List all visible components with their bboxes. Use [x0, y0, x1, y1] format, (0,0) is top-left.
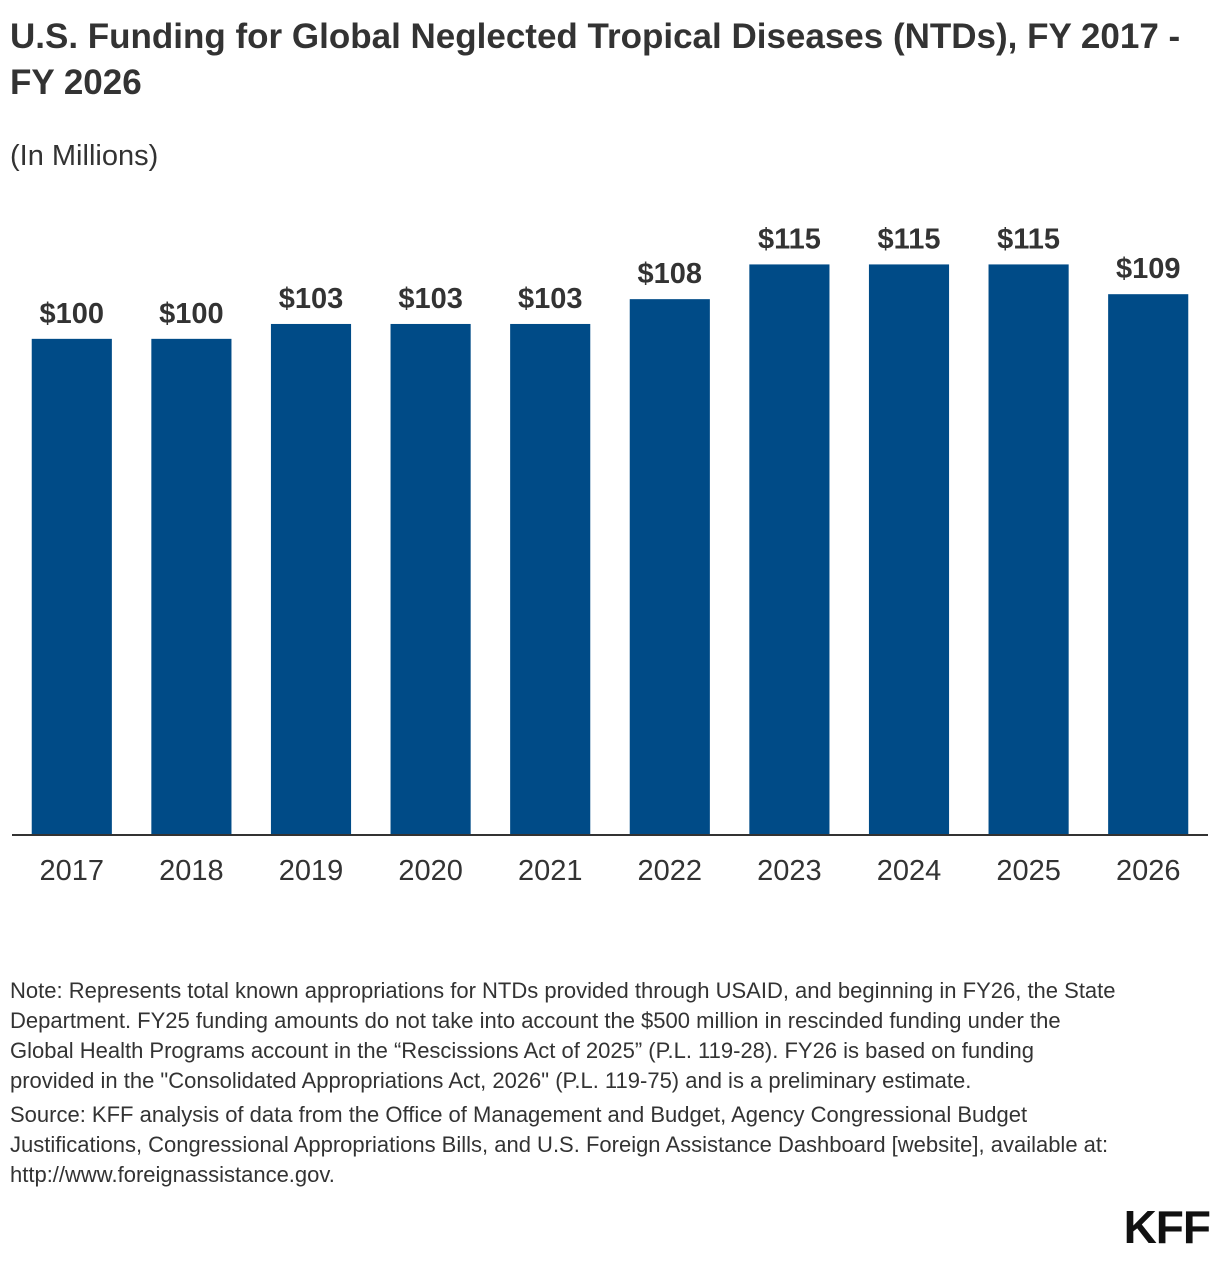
x-tick-label-2023: 2023: [757, 855, 822, 887]
bar-2022: [629, 299, 710, 836]
bar-2020: [390, 323, 471, 835]
data-label-2021: $103: [518, 283, 583, 315]
x-tick-label-2026: 2026: [1116, 855, 1181, 887]
chart-subtitle: (In Millions): [10, 140, 159, 172]
bar-chart: $100 $100 $103 $103 $103 $108 $115 $115 $115 $109…: [12, 223, 1208, 887]
bars-group: [31, 264, 1189, 836]
source-text: Source: KFF analysis of data from the Of…: [10, 1102, 1109, 1187]
footnotes: Note: Represents total known appropriati…: [10, 976, 1120, 1194]
kff-logo: KFF: [1123, 1201, 1211, 1253]
x-tick-label-2020: 2020: [398, 855, 463, 887]
data-label-2017: $100: [40, 298, 105, 330]
data-label-2018: $100: [159, 298, 224, 330]
data-labels-group: $100 $100 $103 $103 $103 $108 $115 $115 $115 $109: [40, 223, 1181, 329]
data-label-2024: $115: [878, 223, 941, 255]
bar-2023: [749, 264, 830, 835]
note-text: Note: Represents total known appropriati…: [10, 978, 1116, 1093]
bar-2024: [868, 264, 950, 835]
x-tick-labels-group: 2017 2018 2019 2020 2021 2022 2023 2024 2025 2026: [40, 855, 1181, 887]
bar-2018: [151, 338, 232, 835]
x-tick-label-2024: 2024: [877, 855, 942, 887]
data-label-2020: $103: [398, 283, 463, 315]
data-label-2025: $115: [997, 223, 1060, 255]
data-label-2019: $103: [279, 283, 344, 315]
data-label-2022: $108: [638, 258, 703, 290]
x-tick-label-2017: 2017: [40, 855, 105, 887]
x-tick-label-2022: 2022: [638, 855, 703, 887]
data-label-2023: $115: [758, 223, 821, 255]
x-tick-label-2018: 2018: [159, 855, 224, 887]
bar-2019: [270, 323, 352, 835]
bar-2025: [988, 264, 1069, 835]
bar-2026: [1108, 294, 1189, 835]
x-tick-label-2019: 2019: [279, 855, 344, 887]
bar-2021: [510, 323, 591, 835]
chart-title: U.S. Funding for Global Neglected Tropic…: [10, 17, 1181, 102]
bar-2017: [31, 338, 112, 835]
data-label-2026: $109: [1116, 253, 1181, 285]
x-tick-label-2025: 2025: [996, 855, 1061, 887]
x-tick-label-2021: 2021: [518, 855, 583, 887]
